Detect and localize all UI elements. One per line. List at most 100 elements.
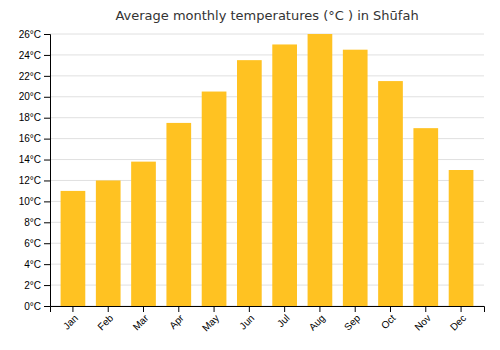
bar	[343, 50, 368, 306]
bar	[413, 128, 438, 306]
tick: 22°C	[19, 71, 50, 82]
tick-mark	[44, 264, 50, 265]
tick-mark	[44, 201, 50, 202]
tick: 10°C	[19, 196, 50, 207]
tick-label: Jul	[275, 312, 292, 329]
bar	[272, 44, 297, 306]
tick: Sep	[342, 306, 363, 333]
grid-line	[50, 34, 484, 35]
tick: Feb	[95, 306, 115, 332]
tick-label: 2°C	[24, 280, 41, 291]
tick: Jan	[61, 306, 80, 332]
tick-mark	[44, 118, 50, 119]
grid-line	[50, 96, 484, 97]
tick: 0°C	[24, 301, 50, 312]
grid	[50, 34, 484, 306]
tick-mark	[72, 306, 73, 312]
tick: 24°C	[19, 50, 50, 61]
tick: 2°C	[24, 280, 50, 291]
tick-label: Sep	[342, 312, 363, 333]
axis-line	[44, 35, 51, 307]
tick-label: 22°C	[19, 71, 41, 82]
tick: Apr	[167, 306, 186, 331]
chart: 0°C 2°C 4°C 6°C 8°C 10°C 12°C 14°C 16°C 18°C 20°C 2…	[0, 0, 500, 350]
tick: 14°C	[19, 154, 50, 165]
title: Average monthly temperatures (°C ) in Sh…	[115, 8, 418, 23]
tick-label: 16°C	[19, 133, 41, 144]
bar	[131, 162, 156, 306]
tick-label: Feb	[95, 312, 115, 332]
grid-line	[50, 75, 484, 76]
grid-line	[50, 54, 484, 55]
tick-label: 0°C	[24, 301, 41, 312]
tick-mark	[44, 76, 50, 77]
tick-label: 20°C	[19, 91, 41, 102]
bars	[61, 34, 474, 306]
tick-mark	[44, 306, 50, 307]
axis-line	[51, 307, 485, 313]
plot: 0°C 2°C 4°C 6°C 8°C 10°C 12°C 14°C 16°C 18°C 20°C 2…	[19, 29, 485, 334]
tick-mark	[461, 306, 462, 312]
tick-label: 12°C	[19, 175, 41, 186]
tick-label: Nov	[412, 312, 432, 332]
tick-mark	[425, 306, 426, 312]
tick-mark	[44, 222, 50, 223]
tick: 20°C	[19, 91, 50, 102]
tick-label: Aug	[307, 312, 327, 332]
tick-label: 14°C	[19, 154, 41, 165]
tick: Aug	[307, 306, 327, 333]
tick-mark	[44, 180, 50, 181]
tick: 6°C	[24, 238, 50, 249]
tick-mark	[44, 34, 50, 35]
bar	[166, 123, 191, 306]
bar	[449, 170, 474, 306]
tick-mark	[44, 55, 50, 56]
tick-label: 8°C	[24, 217, 41, 228]
tick-mark	[44, 97, 50, 98]
tick: Jul	[275, 306, 292, 329]
tick: Dec	[448, 306, 468, 333]
tick-mark	[44, 139, 50, 140]
bar	[202, 92, 227, 306]
tick-mark	[44, 285, 50, 286]
bar	[61, 191, 86, 306]
tick-mark	[284, 306, 285, 312]
tick-mark	[44, 243, 50, 244]
tick: Oct	[379, 306, 398, 331]
tick-mark	[214, 306, 215, 312]
bar	[96, 180, 121, 306]
tick: Jun	[237, 306, 256, 332]
tick: 4°C	[24, 259, 50, 270]
tick-mark	[108, 306, 109, 312]
tick: May	[200, 306, 221, 334]
tick-label: 24°C	[19, 50, 41, 61]
tick: 8°C	[24, 217, 50, 228]
tick-label: Apr	[167, 312, 186, 331]
tick-label: Dec	[448, 312, 468, 332]
bar	[308, 34, 333, 306]
tick-label: Oct	[379, 312, 398, 331]
tick: 16°C	[19, 133, 50, 144]
bar	[378, 81, 403, 306]
tick: Nov	[412, 306, 432, 333]
tick-mark	[143, 306, 144, 312]
tick-label: Mar	[131, 312, 151, 332]
tick-label: Jun	[237, 312, 256, 331]
tick-mark	[249, 306, 250, 312]
tick-label: 4°C	[24, 259, 41, 270]
tick-mark	[319, 306, 320, 312]
tick-label: 10°C	[19, 196, 41, 207]
x-axis: Jan Feb Mar Apr May Jun Jul Aug Sep Oct Nov Dec	[51, 306, 485, 334]
y-axis: 0°C 2°C 4°C 6°C 8°C 10°C 12°C 14°C 16°C 18°C 20°C 2…	[19, 29, 51, 312]
tick: 18°C	[19, 112, 50, 123]
tick: 26°C	[19, 29, 50, 40]
tick-mark	[390, 306, 391, 312]
tick-label: 6°C	[24, 238, 41, 249]
tick: 12°C	[19, 175, 50, 186]
tick-label: Jan	[61, 312, 80, 331]
tick-mark	[355, 306, 356, 312]
tick-label: May	[200, 312, 221, 333]
tick-mark	[44, 160, 50, 161]
tick: Mar	[131, 306, 151, 332]
tick-mark	[178, 306, 179, 312]
